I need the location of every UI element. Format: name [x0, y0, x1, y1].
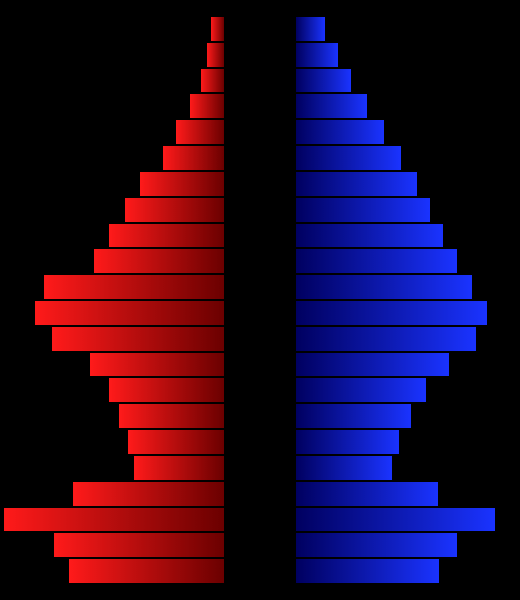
right-bar — [296, 300, 487, 326]
right-bar — [296, 145, 401, 171]
left-bar — [119, 403, 224, 429]
right-bar — [296, 42, 338, 68]
right-bar — [296, 68, 351, 94]
pyramid-row — [0, 16, 520, 42]
left-bar — [163, 145, 224, 171]
pyramid-row — [0, 223, 520, 249]
left-bar — [35, 300, 224, 326]
right-bar — [296, 507, 495, 533]
left-bar — [207, 42, 224, 68]
left-bar — [125, 197, 224, 223]
left-bar — [134, 455, 224, 481]
right-bar — [296, 274, 472, 300]
pyramid-row — [0, 93, 520, 119]
left-bar — [44, 274, 224, 300]
left-bar — [69, 558, 224, 584]
left-bar — [140, 171, 224, 197]
right-bar — [296, 171, 417, 197]
right-bar — [296, 352, 449, 378]
left-bar — [52, 326, 224, 352]
pyramid-row — [0, 68, 520, 94]
right-bar — [296, 16, 325, 42]
left-bar — [54, 532, 224, 558]
pyramid-row — [0, 507, 520, 533]
left-bar — [190, 93, 224, 119]
pyramid-row — [0, 558, 520, 584]
pyramid-row — [0, 274, 520, 300]
right-bar — [296, 248, 457, 274]
left-bar — [4, 507, 224, 533]
right-bar — [296, 377, 426, 403]
right-bar — [296, 93, 367, 119]
pyramid-row — [0, 326, 520, 352]
pyramid-row — [0, 300, 520, 326]
pyramid-row — [0, 455, 520, 481]
bars-area — [0, 0, 520, 600]
pyramid-row — [0, 171, 520, 197]
left-bar — [211, 16, 224, 42]
right-bar — [296, 119, 384, 145]
right-bar — [296, 558, 439, 584]
pyramid-row — [0, 481, 520, 507]
population-pyramid-chart — [0, 0, 520, 600]
pyramid-row — [0, 119, 520, 145]
right-bar — [296, 403, 411, 429]
left-bar — [73, 481, 224, 507]
right-bar — [296, 455, 392, 481]
right-bar — [296, 429, 399, 455]
left-bar — [109, 223, 224, 249]
pyramid-row — [0, 403, 520, 429]
pyramid-row — [0, 197, 520, 223]
left-bar — [201, 68, 224, 94]
right-bar — [296, 223, 443, 249]
left-bar — [128, 429, 224, 455]
left-bar — [176, 119, 224, 145]
right-bar — [296, 197, 430, 223]
pyramid-row — [0, 352, 520, 378]
pyramid-row — [0, 42, 520, 68]
left-bar — [109, 377, 224, 403]
right-bar — [296, 481, 438, 507]
pyramid-row — [0, 145, 520, 171]
left-bar — [90, 352, 224, 378]
pyramid-row — [0, 532, 520, 558]
right-bar — [296, 532, 457, 558]
right-bar — [296, 326, 476, 352]
pyramid-row — [0, 377, 520, 403]
pyramid-row — [0, 248, 520, 274]
pyramid-row — [0, 429, 520, 455]
left-bar — [94, 248, 224, 274]
